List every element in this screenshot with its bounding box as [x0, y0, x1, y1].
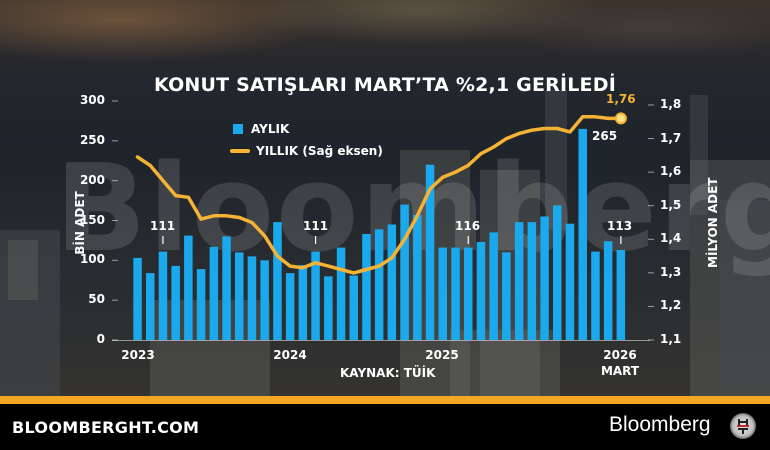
annotation-label-yearly-end: 1,76	[606, 92, 636, 106]
bar-swatch-icon	[233, 124, 243, 134]
bar-2025-09	[540, 216, 549, 340]
annotation-label-dec-2025: 265	[592, 129, 618, 143]
line-swatch-icon	[230, 149, 250, 153]
x-label-2024: 2024	[273, 348, 307, 362]
annotation-label-mar-2025: 116	[455, 219, 481, 233]
right-tick-1,7: 1,7	[660, 130, 682, 145]
bar-2023-08	[222, 236, 231, 340]
bar-2025-04	[476, 242, 486, 340]
bar-2025-08	[527, 222, 537, 340]
bar-2025-01	[438, 247, 447, 340]
left-tick-0: 0	[96, 332, 105, 346]
bar-2023-09	[235, 252, 244, 340]
bar-2024-10	[400, 204, 409, 340]
legend: AYLIK YILLIK (Sağ eksen)	[230, 118, 383, 162]
footer: BLOOMBERGHT.COM Bloomberg	[0, 404, 770, 450]
footer-brand-logo: Bloomberg	[609, 413, 711, 436]
bar-2023-06	[196, 269, 206, 340]
annotation-label-mar-2023: 111	[150, 219, 176, 233]
footer-site-link[interactable]: BLOOMBERGHT.COM	[12, 418, 200, 437]
right-tick-1,8: 1,8	[660, 97, 682, 111]
bar-2023-12	[273, 222, 282, 340]
bar-2024-09	[387, 224, 397, 340]
bar-2025-02	[451, 247, 460, 340]
bar-2023-11	[260, 260, 269, 340]
left-tick-250: 250	[79, 132, 105, 147]
legend-item-monthly: AYLIK	[230, 118, 383, 140]
source-label: KAYNAK: TÜİK	[340, 366, 436, 380]
right-tick-1,6: 1,6	[660, 164, 682, 179]
bar-2024-01	[285, 273, 295, 340]
left-tick-150: 150	[79, 212, 105, 227]
chart-title: KONUT SATIŞLARI MART’TA %2,1 GERİLEDİ	[154, 74, 616, 96]
yearly-end-dot	[614, 112, 627, 125]
bar-2026-01	[591, 251, 600, 340]
bar-2025-06	[502, 252, 511, 340]
x-label-2023: 2023	[121, 348, 155, 362]
annotation-label-mar-2026: 113	[607, 219, 633, 233]
left-tick-200: 200	[79, 172, 105, 187]
x-label-mart: MART	[600, 364, 640, 378]
annotation-label-mar-2024: 111	[303, 219, 329, 233]
right-axis-label: MİLYON ADET	[706, 177, 720, 269]
bar-2024-04	[324, 276, 333, 340]
bar-2025-03	[464, 247, 473, 340]
accent-band	[0, 396, 770, 404]
right-axis-tick-marks	[648, 104, 654, 341]
bar-2025-12	[578, 128, 587, 340]
legend-label-monthly: AYLIK	[251, 122, 290, 136]
left-tick-300: 300	[79, 93, 105, 107]
chart-plot	[112, 100, 654, 341]
bar-2024-06	[349, 275, 358, 340]
bar-2024-03	[311, 251, 320, 340]
right-tick-1,2: 1,2	[660, 298, 682, 313]
bar-2026-03	[616, 250, 626, 340]
right-tick-1,3: 1,3	[660, 264, 682, 279]
right-tick-1,5: 1,5	[660, 197, 682, 212]
left-axis-label: BİN ADET	[73, 191, 87, 255]
bar-2023-04	[171, 265, 180, 340]
bar-2025-11	[565, 223, 575, 340]
left-axis-tick-marks	[112, 100, 118, 341]
bar-2023-01	[133, 257, 142, 340]
monthly-bars	[133, 128, 626, 340]
bar-2023-07	[209, 246, 219, 340]
bar-2025-05	[489, 232, 498, 340]
ht-logo-icon	[730, 413, 756, 439]
left-tick-100: 100	[79, 252, 105, 267]
x-label-2026: 2026	[603, 348, 637, 362]
bar-2023-05	[184, 235, 193, 340]
bar-2024-07	[362, 234, 371, 340]
bar-2023-02	[146, 273, 155, 340]
right-tick-1,4: 1,4	[660, 231, 682, 246]
yearly-line	[135, 115, 623, 275]
bar-2024-11	[413, 214, 422, 340]
legend-item-yearly: YILLIK (Sağ eksen)	[230, 140, 383, 162]
left-tick-50: 50	[88, 292, 105, 307]
annotation-ticks	[162, 236, 622, 244]
bar-2024-08	[374, 229, 384, 340]
x-label-2025: 2025	[425, 348, 459, 362]
bar-2026-02	[603, 241, 613, 340]
bar-2025-10	[553, 205, 562, 340]
watermark: Bloomberg HT	[55, 140, 770, 279]
bar-2024-05	[336, 247, 346, 340]
bar-2025-07	[514, 222, 524, 340]
bar-2024-02	[298, 265, 308, 340]
right-tick-1,1: 1,1	[660, 332, 682, 346]
legend-label-yearly: YILLIK (Sağ eksen)	[256, 144, 383, 158]
bar-2024-12	[425, 164, 435, 340]
bar-2023-03	[158, 251, 168, 340]
bar-2023-10	[247, 256, 257, 340]
